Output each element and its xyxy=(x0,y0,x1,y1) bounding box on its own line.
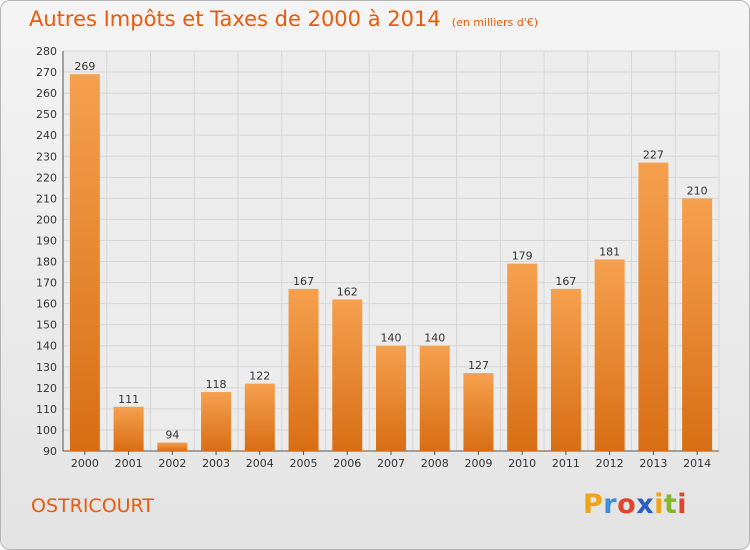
bar-2009 xyxy=(463,373,494,451)
x-tick-label-2001: 2001 xyxy=(115,457,143,470)
bar-2010 xyxy=(507,263,538,451)
bar-2007 xyxy=(376,345,406,451)
x-tick-label-2006: 2006 xyxy=(333,457,361,470)
bars xyxy=(69,74,713,451)
bar-2011 xyxy=(550,288,581,451)
y-tick-label: 270 xyxy=(36,66,57,79)
data-label-2008: 140 xyxy=(424,332,445,345)
y-tick-label: 160 xyxy=(36,298,57,311)
bar-2002 xyxy=(157,442,188,451)
y-tick-label: 210 xyxy=(36,192,57,205)
data-label-2001: 111 xyxy=(118,393,139,406)
bar-2005 xyxy=(288,288,319,451)
y-tick-label: 170 xyxy=(36,277,57,290)
bar-2014 xyxy=(682,198,713,451)
chart-subtitle: (en milliers d'€) xyxy=(451,16,539,29)
x-tick-label-2003: 2003 xyxy=(202,457,230,470)
y-tick-label: 220 xyxy=(36,171,57,184)
y-tick-label: 180 xyxy=(36,256,57,269)
logo-letter: r xyxy=(603,489,618,520)
x-tick-label-2013: 2013 xyxy=(639,457,667,470)
data-label-2005: 167 xyxy=(293,275,314,288)
bar-2003 xyxy=(201,392,232,451)
bar-2006 xyxy=(332,299,363,451)
data-label-2004: 122 xyxy=(249,370,270,383)
bar-2001 xyxy=(113,406,144,451)
data-label-2013: 227 xyxy=(643,149,664,162)
y-tick-label: 250 xyxy=(36,108,57,121)
y-tick-label: 130 xyxy=(36,361,57,374)
data-label-2000: 269 xyxy=(74,60,95,73)
logo-letter: x xyxy=(636,489,655,520)
commune-name: OSTRICOURT xyxy=(31,495,154,517)
y-tick-label: 150 xyxy=(36,319,57,332)
y-tick-label: 140 xyxy=(36,340,57,353)
chart-title: Autres Impôts et Taxes de 2000 à 2014 (e… xyxy=(29,7,538,31)
chart-title-main: Autres Impôts et Taxes de 2000 à 2014 xyxy=(29,7,441,31)
x-tick-label-2014: 2014 xyxy=(683,457,711,470)
logo-letter: i xyxy=(654,489,664,520)
bar-2008 xyxy=(419,345,450,451)
data-label-2003: 118 xyxy=(206,378,227,391)
y-tick-label: 190 xyxy=(36,234,57,247)
data-label-2002: 94 xyxy=(165,429,179,442)
data-label-2006: 162 xyxy=(337,285,358,298)
data-label-2011: 167 xyxy=(555,275,576,288)
bar-2013 xyxy=(638,162,669,451)
logo-letter: P xyxy=(583,489,604,520)
logo-letter: i xyxy=(677,489,688,520)
x-tick-label-2000: 2000 xyxy=(71,457,99,470)
y-tick-label: 110 xyxy=(36,403,57,416)
x-tick-label-2009: 2009 xyxy=(464,457,492,470)
bar-2000 xyxy=(69,74,100,451)
data-label-2012: 181 xyxy=(599,245,620,258)
y-tick-label: 200 xyxy=(36,213,57,226)
logo-letter: t xyxy=(663,489,678,520)
x-tick-label-2004: 2004 xyxy=(246,457,274,470)
x-tick-label-2012: 2012 xyxy=(596,457,624,470)
data-label-2010: 179 xyxy=(512,250,533,263)
logo-letter: o xyxy=(617,489,637,520)
x-tick-label-2011: 2011 xyxy=(552,457,580,470)
y-tick-label: 120 xyxy=(36,382,57,395)
x-tick-label-2007: 2007 xyxy=(377,457,405,470)
y-tick-label: 240 xyxy=(36,129,57,142)
y-tick-label: 100 xyxy=(36,424,57,437)
data-label-2007: 140 xyxy=(381,332,402,345)
x-tick-label-2008: 2008 xyxy=(421,457,449,470)
proxiti-logo: Proxiti xyxy=(583,489,687,520)
data-label-2014: 210 xyxy=(687,184,708,197)
y-tick-label: 280 xyxy=(36,45,57,58)
bar-2012 xyxy=(594,259,625,451)
x-tick-label-2002: 2002 xyxy=(158,457,186,470)
y-tick-label: 260 xyxy=(36,87,57,100)
y-tick-label: 230 xyxy=(36,150,57,163)
x-tick-label-2005: 2005 xyxy=(290,457,318,470)
labels: 90 100 110 120 130 140 150 160 170 180 190 200 210 22… xyxy=(36,45,711,470)
data-label-2009: 127 xyxy=(468,359,489,372)
x-tick-label-2010: 2010 xyxy=(508,457,536,470)
y-tick-label: 90 xyxy=(43,445,57,458)
bar-2004 xyxy=(244,383,275,451)
